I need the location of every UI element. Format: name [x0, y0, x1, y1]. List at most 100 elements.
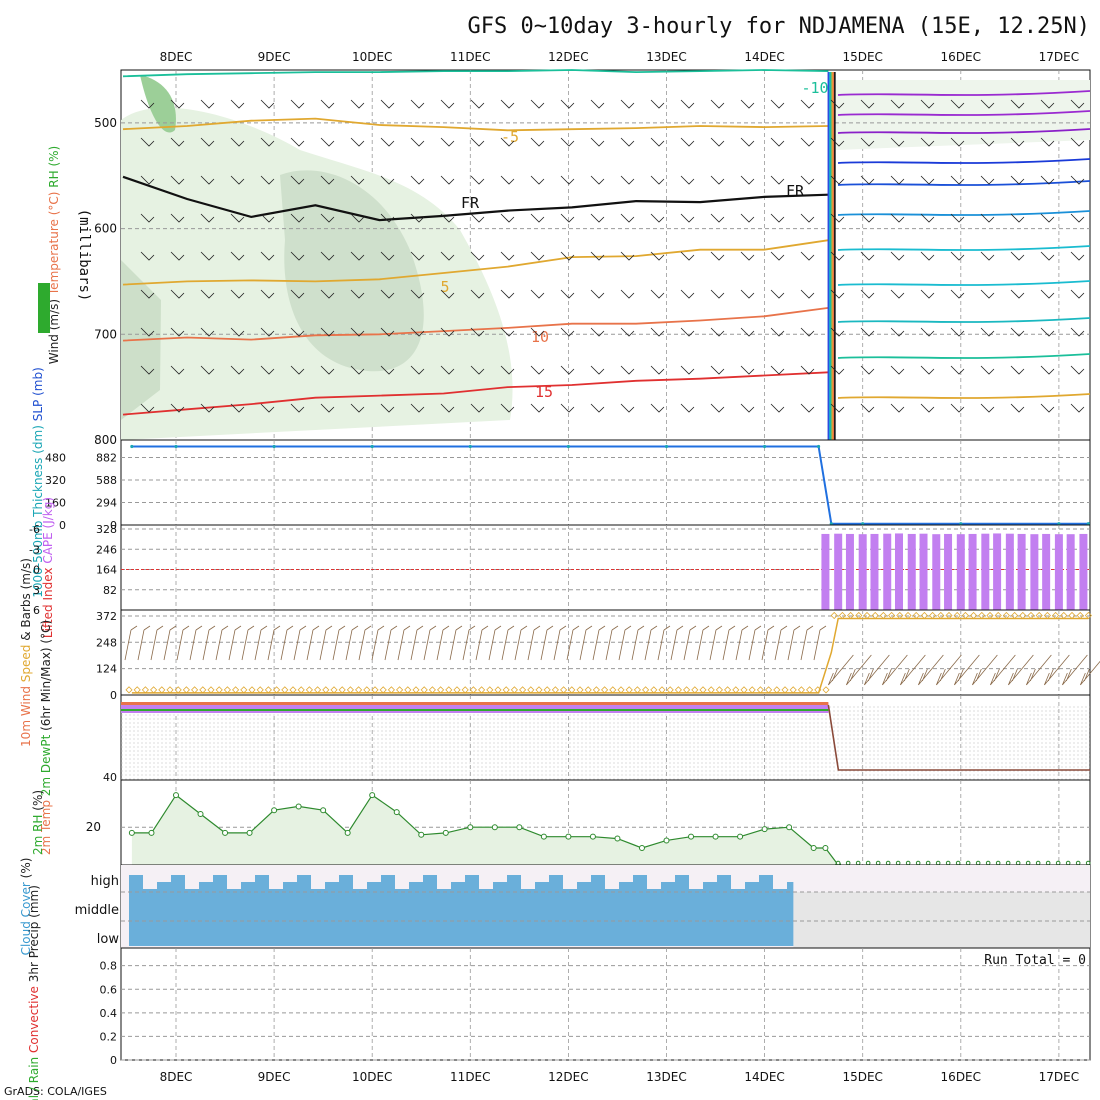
cape-bar [1079, 533, 1088, 610]
wind-barb [1010, 251, 1025, 261]
cape-bar [894, 533, 903, 610]
wind-barb [380, 289, 395, 299]
ylabel-upper_air: Wind (m/s) Temperature (°C) RH (%) [47, 146, 61, 364]
wind-barb [620, 175, 635, 185]
wind-barb [306, 625, 320, 661]
ylabel-part: SLP (mb) [31, 367, 45, 421]
rh-point [810, 845, 817, 851]
cape-bar [858, 534, 867, 610]
wind-speed-marker [1084, 611, 1092, 620]
wind-speed-marker [1002, 611, 1010, 620]
wind-speed-marker [428, 686, 436, 694]
cloud-high-gap [297, 867, 311, 875]
wind-barb [800, 213, 815, 223]
isotherm-missing-region [837, 280, 1091, 286]
wind-barb [953, 654, 980, 686]
wind-speed-marker [847, 611, 855, 620]
wind-barb [170, 365, 185, 375]
wind-speed-marker [970, 611, 978, 620]
wind-barb [860, 99, 875, 109]
wind-barb [590, 403, 605, 413]
wind-barb [800, 251, 815, 261]
time-label-top: 8DEC [160, 50, 193, 64]
wind-barb [770, 175, 785, 185]
wind-barb [410, 625, 424, 661]
wind-speed-marker [658, 686, 666, 694]
wind-barb [290, 327, 305, 337]
slp-point [370, 444, 374, 449]
wind-barb [709, 625, 723, 661]
pressure-tick-label: 800 [94, 433, 117, 447]
rh-point [638, 845, 645, 851]
ylabel-part: Speed [19, 641, 33, 682]
ylabel-part: 1000-500mb Thickness (dm) [31, 421, 45, 598]
wind-barb [410, 175, 425, 185]
wind-barb [140, 137, 155, 147]
wind-speed-marker [158, 686, 166, 694]
wind-barb [881, 654, 908, 686]
wind-barb [1040, 327, 1055, 337]
wind-barb [980, 251, 995, 261]
wind-barb [560, 251, 575, 261]
wind-barb [890, 365, 905, 375]
wind-speed-marker [264, 686, 272, 694]
wind-barb [140, 99, 155, 109]
rh-point [1075, 860, 1081, 866]
wind-barb [813, 625, 827, 661]
rh-shading-dark [140, 75, 176, 133]
ylabel-part: 3hr Precip (mm) [27, 885, 41, 982]
wind-barb [470, 327, 485, 337]
wind-barb [540, 625, 554, 661]
cape-bar [870, 533, 879, 610]
wind-barb [830, 403, 845, 413]
wind-barb [1070, 99, 1085, 109]
wind-barb [770, 251, 785, 261]
isotherm-5 [122, 239, 829, 286]
cloud-high-gap [465, 867, 479, 875]
cape-bar [845, 533, 854, 610]
wind-barb [500, 137, 515, 147]
rh-point [1055, 860, 1061, 866]
wind-barb [380, 251, 395, 261]
cape-tick-label: 164 [96, 564, 117, 577]
cape-bar [1017, 533, 1026, 610]
wind-speed-marker [133, 686, 141, 694]
rh-point [393, 809, 400, 816]
wind-speed-marker [174, 686, 182, 694]
cloud-high-gap [143, 867, 157, 889]
wind-barb [631, 625, 645, 661]
wind-barb [320, 289, 335, 299]
wind-barb [579, 625, 593, 661]
wind-barb [230, 137, 245, 147]
wind-barb [488, 625, 502, 661]
cloud-high-gap [605, 867, 619, 889]
wind-barb [800, 175, 815, 185]
ylabel-part: (%) [31, 790, 45, 811]
wind-barb [470, 99, 485, 109]
rh-tick-label: 20 [86, 820, 101, 834]
wind-barb [1010, 99, 1025, 109]
wind-barb [590, 99, 605, 109]
ylabel-cloud: Cloud Cover (%) [19, 858, 33, 956]
wind-barb [830, 137, 845, 147]
wind-barb [470, 251, 485, 261]
ylabel-part: 10m Wind [19, 682, 33, 747]
wind-barb [140, 289, 155, 299]
slp-point [130, 444, 134, 449]
isotherm-15 [122, 371, 829, 416]
cloud-high-gap [199, 867, 213, 882]
wind-barb [980, 99, 995, 109]
wind-barb [761, 625, 775, 661]
slp-point [664, 444, 669, 449]
cape-bar [1030, 534, 1039, 610]
panel-cloud: high middle low [75, 864, 1091, 949]
wind-barb [1061, 654, 1088, 686]
time-label-bottom: 13DEC [646, 1070, 686, 1084]
wind-barb [950, 289, 965, 299]
cape-bar [834, 533, 843, 610]
wind-barb [950, 213, 965, 223]
wind-barb [620, 365, 635, 375]
wind-barb [230, 365, 245, 375]
cloud-high-gap [129, 867, 143, 875]
